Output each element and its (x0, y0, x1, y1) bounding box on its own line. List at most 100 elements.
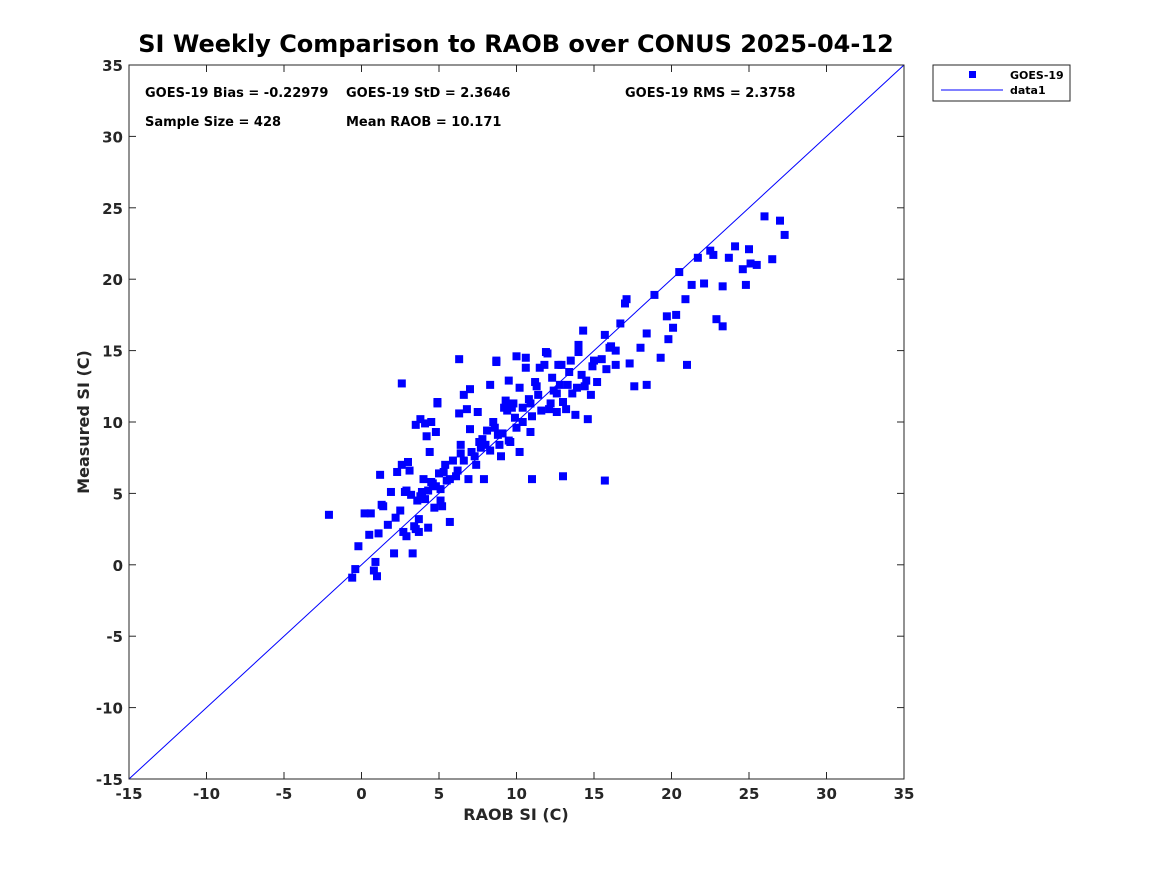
data-point (481, 440, 490, 449)
x-tick-label: 20 (661, 785, 682, 803)
data-point (579, 326, 588, 335)
data-point (597, 355, 606, 364)
x-tick-label: 15 (584, 785, 605, 803)
data-point (642, 329, 651, 338)
y-axis-ticks: -15 -10 -5 0 5 10 15 20 25 30 35 (96, 57, 904, 789)
data-point (693, 253, 702, 262)
data-point (669, 323, 678, 332)
data-point (445, 517, 454, 526)
data-point (687, 280, 696, 289)
data-point (712, 315, 721, 324)
stat-bias: GOES-19 Bias = -0.22979 (145, 86, 328, 101)
data-point (402, 486, 411, 495)
data-point (521, 363, 530, 372)
data-point (574, 340, 583, 349)
data-point (681, 295, 690, 304)
data-point (611, 360, 620, 369)
data-point (528, 475, 536, 484)
data-point (354, 542, 363, 551)
x-tick-label: 0 (356, 785, 366, 803)
stat-mean-raob: Mean RAOB = 10.171 (346, 115, 501, 130)
data-point (630, 382, 639, 391)
data-point (562, 405, 571, 414)
data-point (476, 443, 485, 452)
data-point (580, 382, 589, 391)
data-point (422, 432, 431, 441)
data-point (435, 469, 443, 478)
data-point (438, 502, 447, 511)
stat-rms: GOES-19 RMS = 2.3758 (625, 86, 795, 101)
data-point (636, 343, 645, 352)
data-point (559, 398, 567, 407)
data-point (718, 322, 727, 331)
data-point (417, 490, 426, 499)
data-point (616, 319, 625, 328)
legend-marker-goes19 (969, 71, 976, 78)
data-point (664, 335, 673, 344)
data-point (407, 490, 416, 499)
data-point (586, 390, 595, 399)
data-point (419, 475, 428, 484)
data-point (545, 405, 554, 414)
data-point (512, 352, 521, 361)
data-point (552, 389, 561, 398)
data-point (507, 403, 516, 412)
y-tick-label: 20 (102, 271, 123, 289)
data-point (397, 460, 406, 469)
data-point (532, 382, 541, 391)
data-point (436, 496, 445, 505)
data-point (574, 348, 583, 357)
data-point (448, 456, 457, 465)
data-point (746, 259, 755, 268)
data-point (546, 399, 555, 408)
data-point (383, 520, 392, 529)
data-point (466, 385, 474, 394)
stat-sample-size: Sample Size = 428 (145, 115, 281, 130)
data-point (621, 299, 629, 308)
data-point (456, 440, 465, 449)
data-point (571, 410, 580, 419)
data-point (741, 280, 750, 289)
legend-label-data1: data1 (1010, 84, 1046, 97)
data-point (554, 360, 563, 369)
data-point (504, 436, 513, 445)
y-tick-label: -10 (96, 700, 123, 718)
x-tick-label: -5 (276, 785, 293, 803)
y-tick-label: 10 (102, 414, 123, 432)
y-axis-label: Measured SI (C) (74, 350, 93, 494)
data-point (452, 472, 461, 481)
data-point (374, 529, 383, 538)
data-point (397, 379, 406, 388)
data-point (433, 398, 442, 407)
data-point (515, 447, 524, 456)
data-point (731, 242, 740, 251)
x-axis-ticks: -15 -10 -5 0 5 10 15 20 25 30 35 (115, 65, 914, 803)
x-tick-label: 25 (739, 785, 760, 803)
data-point (565, 368, 574, 377)
data-point (411, 420, 420, 429)
data-point (373, 572, 381, 581)
data-point (421, 495, 430, 504)
data-point (414, 527, 423, 536)
data-point (593, 378, 602, 387)
data-point (396, 506, 405, 515)
data-point (540, 360, 549, 369)
data-point (483, 426, 492, 435)
x-tick-label: 35 (894, 785, 915, 803)
data-point (718, 282, 727, 291)
y-tick-label: 0 (113, 557, 123, 575)
data-point (421, 419, 430, 428)
data-point (504, 376, 513, 385)
data-point (583, 415, 592, 424)
data-point (498, 429, 507, 438)
data-point (462, 405, 471, 414)
data-point (611, 346, 620, 355)
data-point (366, 509, 375, 518)
data-point (464, 475, 473, 484)
data-point (466, 425, 474, 434)
legend-box (932, 64, 1071, 102)
data-point (459, 390, 468, 399)
data-point (768, 255, 777, 264)
data-point (535, 363, 544, 372)
